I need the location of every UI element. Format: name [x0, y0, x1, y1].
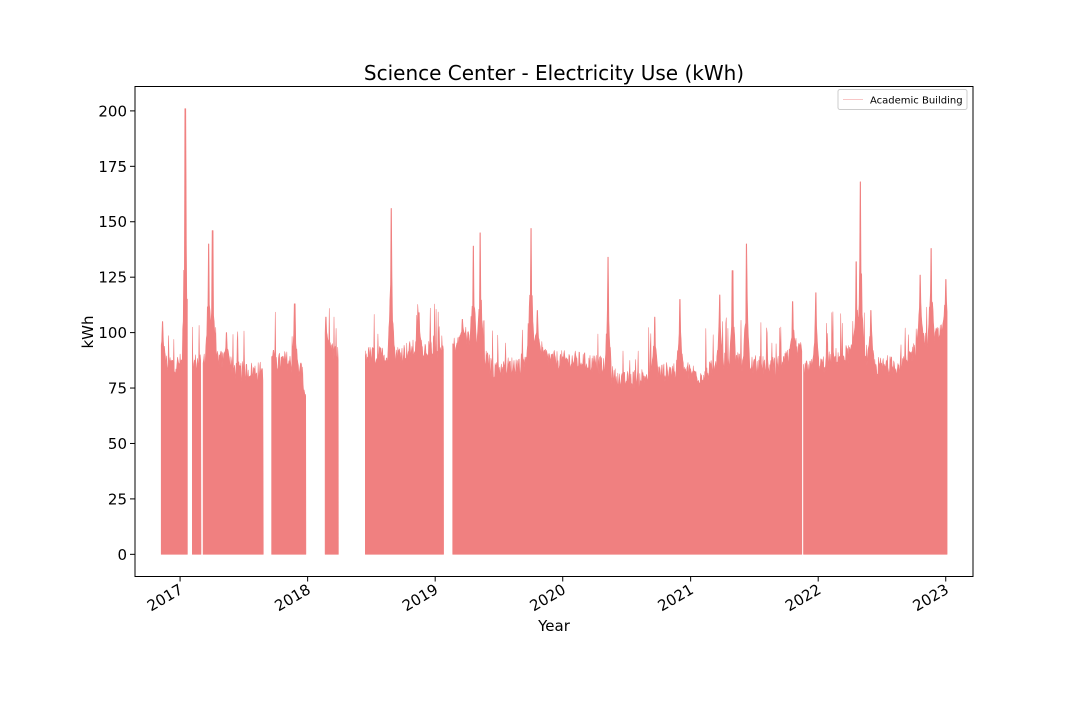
y-tick-label: 175 — [98, 158, 127, 176]
series-segment-6 — [365, 208, 444, 555]
series-segment-2 — [192, 325, 202, 555]
chart-title: Science Center - Electricity Use (kWh) — [364, 61, 744, 85]
series-area — [160, 108, 948, 555]
series-segment-8 — [803, 181, 948, 555]
y-tick-label: 125 — [98, 269, 127, 287]
series-segment-5 — [324, 308, 339, 555]
y-tick-label: 25 — [108, 490, 127, 508]
series-segment-7 — [452, 228, 803, 555]
legend: Academic Building — [837, 89, 968, 110]
series-segment-3 — [202, 230, 264, 555]
y-axis: 0 25 50 75 100 125 150 175 200 — [98, 102, 135, 564]
y-tick-label: 75 — [108, 380, 127, 398]
y-tick-label: 150 — [98, 213, 127, 231]
legend-box — [837, 89, 968, 110]
legend-entry-academic-building: Academic Building — [870, 96, 963, 107]
y-tick-label: 0 — [117, 546, 127, 564]
y-tick-label: 100 — [98, 324, 127, 342]
y-tick-label: 200 — [98, 102, 127, 120]
series-segment-4 — [271, 303, 307, 555]
y-tick-label: 50 — [108, 435, 127, 453]
axes-frame — [134, 86, 974, 577]
series-segment-1 — [160, 108, 188, 555]
x-axis-label: Year — [537, 617, 571, 635]
y-axis-label: kWh — [79, 315, 97, 348]
